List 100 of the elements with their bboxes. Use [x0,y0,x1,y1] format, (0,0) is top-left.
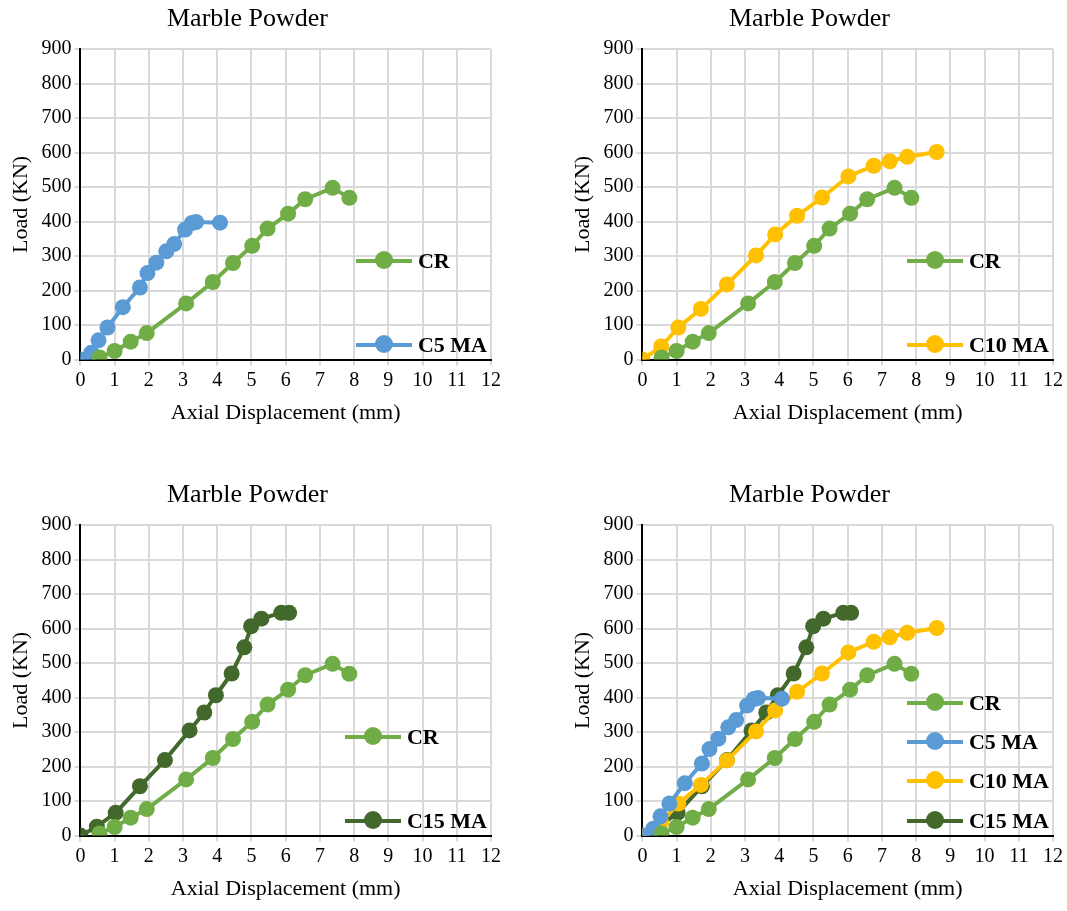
y-tick-label: 200 [603,277,634,300]
point [815,610,832,627]
point [865,633,882,650]
point [840,644,857,661]
y-tick-label: 500 [603,174,634,197]
y-tick-label: 900 [41,512,72,535]
point [90,332,107,349]
x-axis-title: Axial Displacement (mm) [170,874,401,900]
y-tick-label: 700 [603,105,634,128]
point [297,667,314,684]
point [767,226,784,243]
point [204,750,221,766]
x-tick-label: 3 [740,843,751,866]
x-tick-label: 2 [143,367,154,390]
x-tick-label: 6 [842,843,853,866]
point [740,771,757,788]
y-axis-title: Load (KN) [568,155,594,253]
x-tick-label: 3 [740,367,751,390]
point [821,220,838,237]
y-axis-title: Load (KN) [6,631,32,729]
x-tick-label: 1 [109,367,120,390]
chart-title: Marble Powder [728,479,891,509]
point [122,333,139,350]
y-axis-title: Load (KN) [568,631,594,729]
x-tick-label: 4 [212,843,223,866]
legend-label: C10 MA [968,768,1049,795]
x-tick-label: 3 [178,843,189,866]
x-tick-label: 3 [178,367,189,390]
point [728,712,745,729]
x-tick-label: 8 [349,367,360,390]
point [806,713,823,730]
point [196,704,213,721]
x-tick-label: 8 [349,843,360,866]
point [842,681,859,698]
point [903,665,920,682]
x-tick-label: 4 [774,367,785,390]
x-tick-label: 0 [75,367,86,390]
x-tick-label: 0 [637,367,648,390]
y-tick-label: 0 [61,346,72,369]
y-tick-label: 0 [623,346,634,369]
point [886,179,903,196]
y-tick-label: 700 [41,581,72,604]
y-tick-label: 900 [603,512,634,535]
point [253,610,270,627]
chart-title: Marble Powder [166,479,329,509]
y-tick-label: 900 [603,36,634,59]
point [748,247,764,264]
x-tick-label: 7 [876,843,887,866]
x-tick-label: 4 [212,367,223,390]
point [700,801,717,818]
point [881,153,898,170]
x-tick-label: 1 [671,367,682,390]
point [156,752,173,769]
point [787,255,804,272]
point [223,665,240,682]
x-tick-label: 5 [246,843,257,866]
y-tick-label: 100 [603,312,634,335]
point [131,778,148,795]
x-tick-label: 5 [246,367,257,390]
legend-label: C10 MA [968,331,1049,358]
legend-label: C15 MA [968,807,1049,834]
y-tick-label: 800 [603,70,634,93]
x-tick-label: 9 [383,367,394,390]
point [881,629,898,646]
x-tick-label: 1 [671,843,682,866]
point [341,665,358,682]
x-tick-label: 5 [808,843,819,866]
point [785,665,802,682]
x-axis-title: Axial Displacement (mm) [732,398,963,424]
point [859,667,876,684]
y-tick-label: 300 [41,243,72,266]
point [767,702,784,719]
y-tick-label: 200 [41,277,72,300]
y-tick-label: 800 [603,546,634,569]
y-tick-label: 300 [41,719,72,742]
x-tick-label: 2 [705,367,716,390]
point [718,276,735,293]
x-tick-label: 7 [314,367,325,390]
point [766,274,783,290]
x-tick-label: 2 [705,843,716,866]
point [178,771,195,788]
point [899,624,916,641]
y-tick-label: 500 [41,650,72,673]
point [225,255,242,272]
chart-title: Marble Powder [728,3,891,33]
point [166,236,183,253]
legend-label: CR [968,689,1001,716]
legend-label: CR [417,247,450,274]
point [324,655,341,672]
point [181,722,198,739]
point [668,342,685,359]
point [99,319,116,336]
point [106,818,123,835]
point [122,809,139,826]
y-tick-label: 300 [603,243,634,266]
point [798,639,815,656]
y-tick-label: 100 [603,788,634,811]
point [652,808,669,825]
point [324,179,341,196]
y-tick-label: 100 [41,788,72,811]
